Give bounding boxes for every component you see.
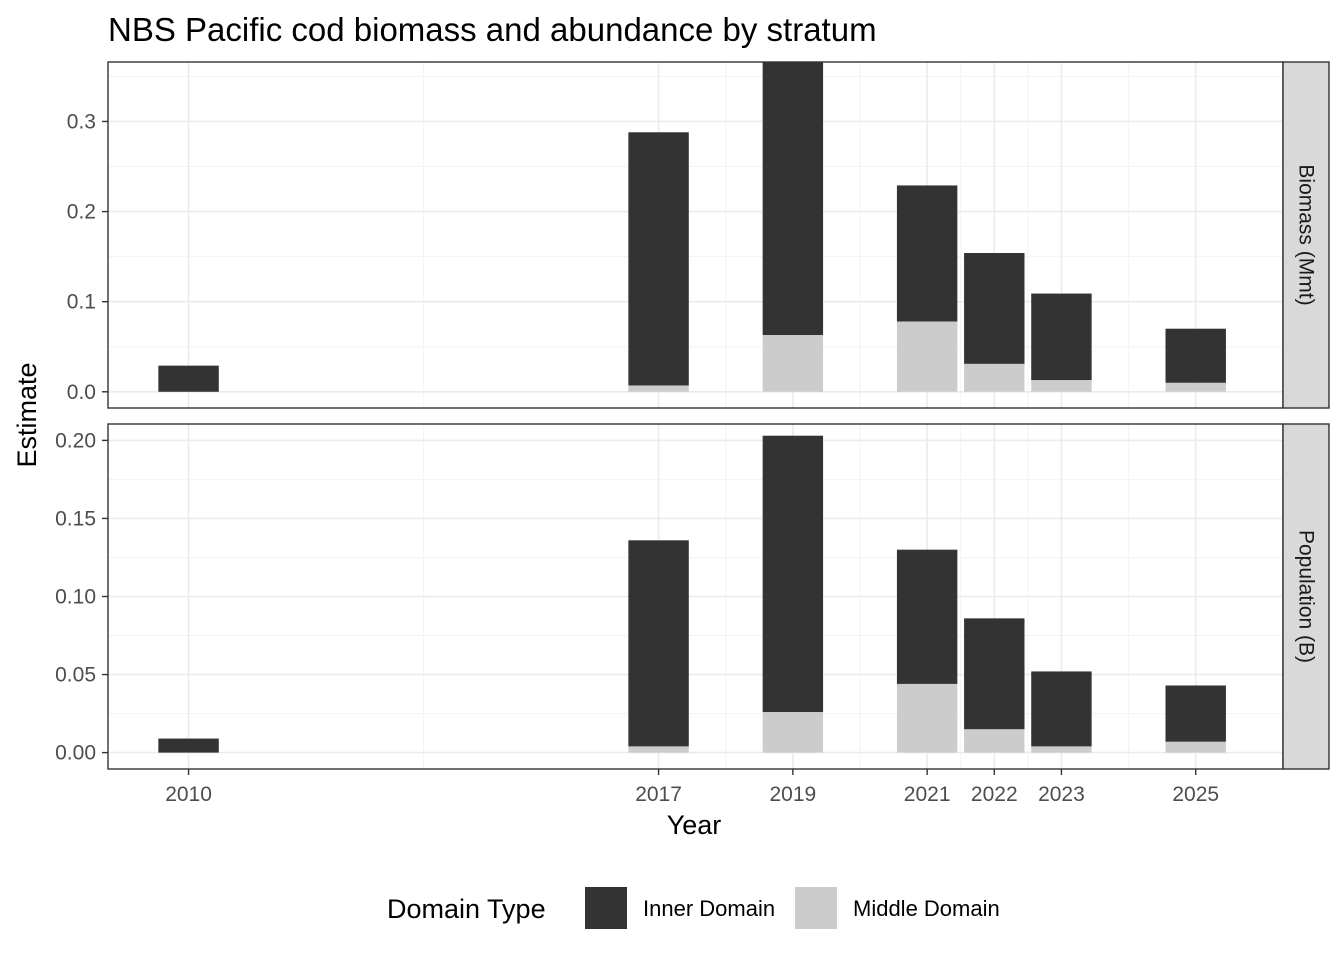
bar-inner-domain-2017 — [628, 132, 689, 386]
bar-inner-domain-2025 — [1165, 328, 1226, 383]
x-tick-label: 2023 — [1038, 783, 1085, 806]
legend-swatch-inner-domain — [585, 887, 627, 929]
y-tick-label: 0.1 — [67, 291, 96, 314]
y-axis-title: Estimate — [12, 362, 42, 467]
legend-swatch-middle-domain — [795, 887, 837, 929]
facet-strip — [1282, 61, 1330, 409]
x-tick-label: 2010 — [165, 783, 212, 806]
y-tick-label: 0.10 — [55, 586, 96, 609]
bar-inner-domain-2022 — [964, 618, 1025, 730]
bar-middle-domain-2023 — [1031, 380, 1092, 392]
x-tick-label: 2017 — [635, 783, 682, 806]
y-tick-label: 0.3 — [67, 110, 96, 133]
bar-middle-domain-2025 — [1165, 382, 1226, 392]
bar-middle-domain-2023 — [1031, 746, 1092, 753]
legend-title: Domain Type — [387, 894, 546, 924]
facet-strip — [1282, 423, 1330, 770]
x-tick-label: 2022 — [971, 783, 1018, 806]
bar-inner-domain-2021 — [896, 185, 958, 322]
legend-label-middle-domain: Middle Domain — [853, 896, 1000, 921]
x-tick-label: 2019 — [769, 783, 816, 806]
x-axis-ticks: 2010 2017 2019 2021 2022 2023 2025 — [165, 769, 1219, 806]
x-tick-label: 2021 — [904, 783, 951, 806]
facet-panels: 0.0 0.1 0.2 0.3 Biomass (Mmt) 0.00 0.05 0.10 0.1… — [55, 61, 1330, 770]
bar-inner-domain-2017 — [628, 540, 689, 747]
x-tick-label: 2025 — [1172, 783, 1219, 806]
bar-inner-domain-2023 — [1031, 293, 1092, 381]
bar-inner-domain-2019 — [762, 435, 824, 713]
y-tick-label: 0.2 — [67, 201, 96, 224]
y-tick-label: 0.20 — [55, 429, 96, 452]
bar-inner-domain-2021 — [896, 549, 958, 684]
bar-middle-domain-2022 — [964, 363, 1025, 392]
panel-biomass-mmt: 0.0 0.1 0.2 0.3 Biomass (Mmt) — [67, 61, 1330, 409]
bar-inner-domain-2023 — [1031, 671, 1092, 747]
bar-middle-domain-2017 — [628, 746, 689, 753]
bar-inner-domain-2010 — [158, 738, 219, 753]
legend: Domain Type Inner Domain Middle Domain — [387, 887, 1000, 929]
panel-background — [108, 62, 1283, 408]
x-axis-title: Year — [667, 810, 722, 840]
y-tick-label: 0.00 — [55, 742, 96, 765]
legend-label-inner-domain: Inner Domain — [643, 896, 775, 921]
panel-population-b: 0.00 0.05 0.10 0.15 0.20 Population (B) — [55, 423, 1330, 770]
chart-title: NBS Pacific cod biomass and abundance by… — [108, 11, 877, 48]
bar-inner-domain-2010 — [158, 365, 219, 392]
y-tick-label: 0.0 — [67, 381, 96, 404]
bar-middle-domain-2019 — [762, 335, 824, 392]
bar-middle-domain-2019 — [762, 712, 824, 753]
y-tick-label: 0.05 — [55, 664, 96, 687]
bar-middle-domain-2021 — [896, 683, 958, 753]
bar-inner-domain-2022 — [964, 253, 1025, 364]
bar-middle-domain-2021 — [896, 321, 958, 392]
y-tick-label: 0.15 — [55, 507, 96, 530]
bar-inner-domain-2019 — [762, 62, 824, 336]
facet-strip-label: Population (B) — [1295, 530, 1318, 663]
bar-middle-domain-2025 — [1165, 741, 1226, 753]
bar-inner-domain-2025 — [1165, 685, 1226, 742]
bar-middle-domain-2017 — [628, 385, 689, 392]
facet-strip-label: Biomass (Mmt) — [1295, 164, 1318, 305]
bar-middle-domain-2022 — [964, 729, 1025, 753]
